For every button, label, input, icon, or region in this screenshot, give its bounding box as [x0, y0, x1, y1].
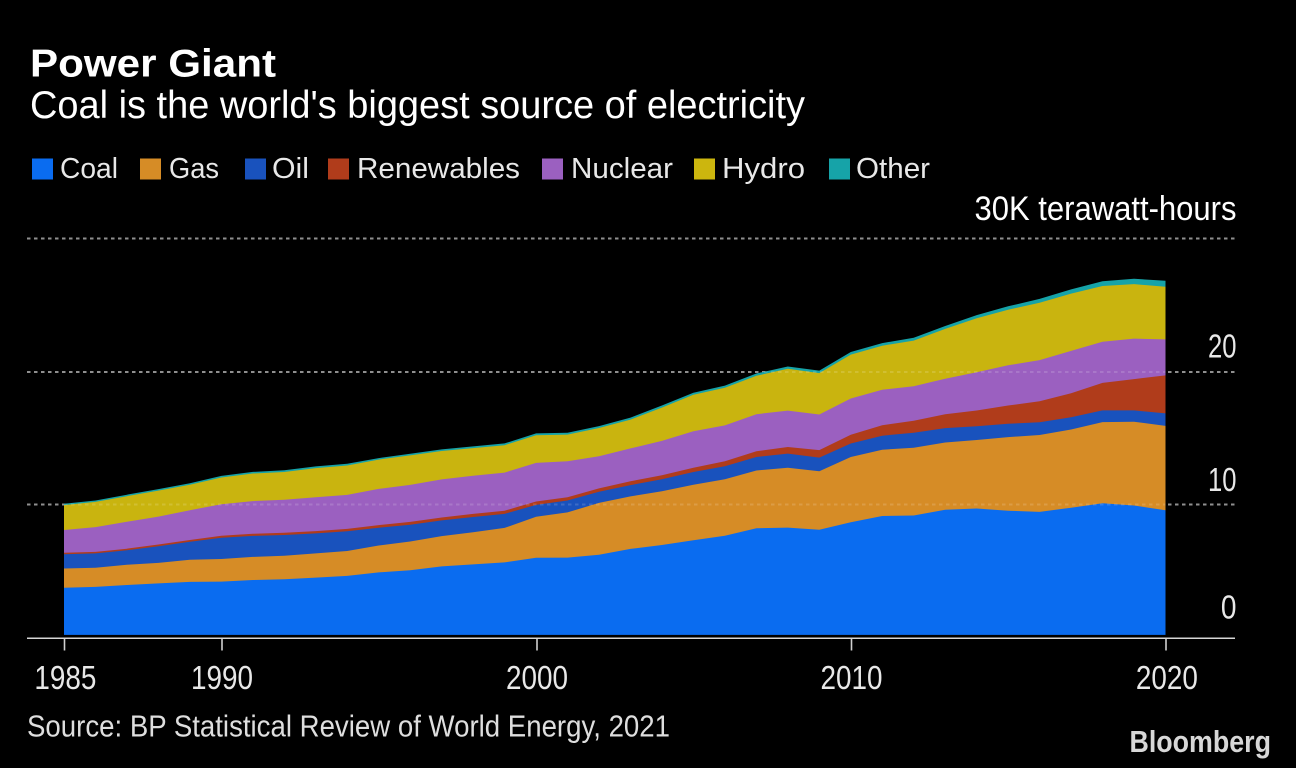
svg-text:Oil: Oil [272, 153, 309, 185]
svg-text:Source: BP Statistical Review: Source: BP Statistical Review of World E… [27, 709, 670, 744]
svg-text:0: 0 [1221, 589, 1237, 626]
svg-text:2000: 2000 [506, 659, 568, 696]
svg-text:Nuclear: Nuclear [571, 153, 673, 185]
svg-text:1990: 1990 [191, 659, 253, 696]
svg-text:Renewables: Renewables [357, 153, 520, 185]
svg-text:Hydro: Hydro [722, 153, 805, 185]
svg-text:1985: 1985 [34, 659, 96, 696]
svg-text:Power Giant: Power Giant [30, 42, 276, 85]
svg-text:Coal: Coal [60, 153, 118, 185]
svg-text:30K terawatt-hours: 30K terawatt-hours [975, 190, 1237, 228]
svg-text:2020: 2020 [1136, 659, 1198, 696]
svg-text:2010: 2010 [821, 659, 883, 696]
svg-text:Gas: Gas [169, 153, 219, 185]
svg-text:Bloomberg: Bloomberg [1130, 724, 1272, 759]
svg-text:20: 20 [1208, 328, 1237, 365]
svg-text:10: 10 [1208, 461, 1237, 498]
svg-text:Coal is the world's biggest so: Coal is the world's biggest source of el… [30, 84, 805, 127]
svg-text:Other: Other [856, 153, 930, 185]
